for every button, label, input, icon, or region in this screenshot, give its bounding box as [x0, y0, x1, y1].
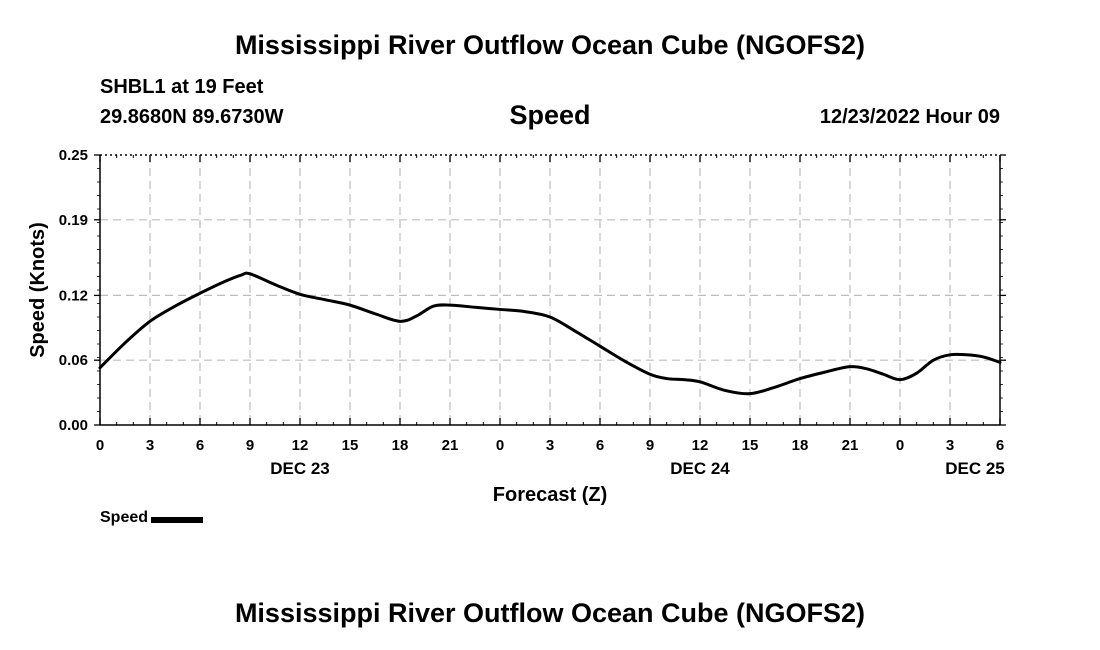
x-axis-label: Forecast (Z): [493, 484, 607, 506]
x-tick-label: 6: [196, 437, 204, 454]
x-tick-label: 21: [842, 437, 859, 454]
legend-swatch: [151, 516, 204, 523]
axis-ticks: [94, 154, 1006, 426]
x-tick-label: 15: [742, 437, 759, 454]
x-tick-label: 21: [442, 437, 459, 454]
legend-label: Speed: [100, 509, 149, 526]
x-tick-label: 9: [646, 437, 654, 454]
footer-title: Mississippi River Outflow Ocean Cube (NG…: [234, 598, 866, 628]
x-tick-label: 12: [292, 437, 309, 454]
station-label: SHBL1 at 19 Feet: [100, 76, 264, 98]
chart-title: Speed: [509, 100, 591, 130]
x-tick-label: 12: [692, 437, 709, 454]
series-layer: [98, 271, 1002, 396]
day-label: DEC 25: [945, 459, 1005, 478]
y-tick-label: 0.25: [59, 147, 88, 164]
x-tick-label: 15: [342, 437, 359, 454]
axis-labels: 0.00 0.06 0.12 0.19 0.25 0 3 6 9 12 15 18 21 0 3 6 9 12 15…: [27, 147, 1005, 506]
main-title: Mississippi River Outflow Ocean Cube (NG…: [234, 30, 866, 60]
x-tick-label: 3: [146, 437, 154, 454]
day-label: DEC 23: [270, 459, 330, 478]
y-tick-label: 0.06: [59, 352, 88, 369]
y-tick-label: 0.12: [59, 287, 88, 304]
y-axis-label: Speed (Knots): [27, 222, 49, 358]
x-tick-label: 3: [946, 437, 954, 454]
grid-lines: [100, 154, 1000, 425]
x-tick-label: 6: [596, 437, 604, 454]
x-tick-label: 6: [996, 437, 1004, 454]
y-tick-label: 0.00: [59, 417, 88, 434]
legend: Speed: [100, 509, 204, 527]
datetime-label: 12/23/2022 Hour 09: [819, 106, 1000, 128]
day-label: DEC 24: [670, 459, 730, 478]
x-tick-label: 3: [546, 437, 554, 454]
x-tick-label: 18: [392, 437, 409, 454]
coordinates-label: 29.8680N 89.6730W: [100, 106, 284, 128]
x-tick-label: 0: [496, 437, 504, 454]
x-tick-label: 0: [96, 437, 104, 454]
y-tick-label: 0.19: [59, 212, 88, 229]
x-tick-label: 18: [792, 437, 809, 454]
x-tick-label: 9: [246, 437, 254, 454]
speed-series-line: [98, 271, 1002, 396]
x-tick-label: 0: [896, 437, 904, 454]
